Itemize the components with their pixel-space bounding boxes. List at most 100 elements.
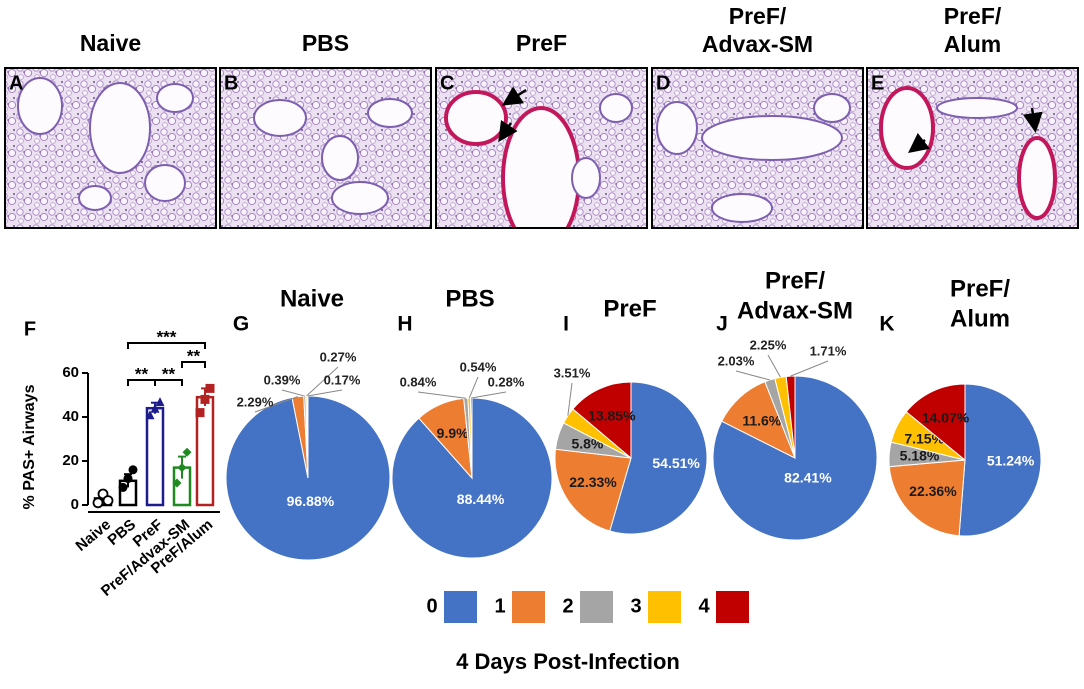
data-label: 22.36% — [909, 483, 957, 499]
data-point — [92, 497, 104, 509]
pie-slice — [554, 448, 632, 532]
airway — [331, 181, 389, 215]
data-label: 88.44% — [457, 491, 505, 507]
pie-title: Naive — [280, 285, 344, 312]
data-label: 11.6% — [742, 412, 781, 428]
airway — [17, 77, 63, 135]
pie-slice — [609, 381, 708, 535]
data-point — [195, 408, 205, 418]
data-point — [123, 474, 133, 484]
legend-swatch — [716, 591, 749, 623]
data-label: 1.71% — [810, 343, 847, 358]
airway — [656, 101, 698, 155]
legend-label: 3 — [630, 595, 641, 617]
arrow — [501, 86, 527, 106]
legend-label: 1 — [494, 595, 505, 617]
data-label: 82.41% — [784, 470, 832, 486]
pie-slice — [712, 375, 878, 541]
leader-line — [417, 391, 466, 399]
panel-letter: E — [871, 72, 884, 94]
data-label: 0.27% — [320, 349, 357, 364]
leader-line — [790, 360, 829, 377]
data-label: 14.07% — [922, 409, 970, 425]
panel-title: PreF/ — [944, 3, 1002, 29]
data-label: 0.17% — [324, 372, 361, 387]
legend-label: 4 — [698, 595, 710, 617]
significance-label: ** — [162, 364, 176, 383]
significance-bracket — [181, 361, 206, 368]
micrograph: B PBS — [219, 30, 432, 229]
airway — [1017, 136, 1057, 220]
airway — [571, 157, 601, 199]
frame — [4, 67, 217, 229]
footer: 4 Days Post-Infection — [456, 649, 680, 674]
significance-bracket — [154, 379, 183, 386]
significance-label: ** — [135, 364, 149, 383]
legend-swatch — [580, 591, 613, 623]
data-point — [102, 495, 114, 507]
legend-swatch — [444, 591, 477, 623]
frame — [651, 67, 864, 229]
panel-title: Alum — [944, 31, 1002, 57]
data-point — [200, 394, 210, 404]
airway — [936, 97, 1018, 119]
data-point — [118, 482, 128, 492]
data-point — [150, 403, 160, 413]
airway — [599, 93, 633, 123]
pie-title: Alum — [950, 305, 1010, 332]
leader-line — [307, 389, 343, 397]
arrow — [498, 119, 518, 143]
significance-bracket — [127, 342, 206, 349]
pie-title: PreF — [603, 295, 656, 322]
arrow — [908, 132, 930, 154]
frame — [435, 67, 648, 229]
pie-title: PBS — [445, 285, 494, 312]
data-label: 2.03% — [718, 353, 755, 368]
airway — [701, 115, 843, 161]
bar-chart: F% PAS+ Airways 0204060NaivePBSPreFPreF/A… — [21, 318, 220, 600]
panel-letter: B — [224, 72, 238, 94]
data-point — [172, 478, 182, 488]
panel-letter: F — [24, 318, 36, 340]
panel-letter: G — [233, 313, 249, 336]
leader-line — [281, 389, 305, 397]
y-tick-label: 60 — [62, 364, 79, 381]
pie-title: Advax-SM — [737, 297, 853, 324]
airway — [813, 93, 851, 123]
data-label: 96.88% — [287, 493, 335, 509]
panel-letter: A — [9, 72, 23, 94]
y-axis-label: % PAS+ Airways — [21, 384, 38, 509]
airway — [89, 82, 151, 174]
micrograph: D PreF/Advax-SM — [651, 3, 864, 229]
leader-line — [306, 366, 339, 397]
pie-title: PreF/ — [950, 275, 1010, 302]
data-label: 0.28% — [488, 374, 525, 389]
y-tick-label: 20 — [62, 452, 79, 469]
significance-label: *** — [157, 327, 177, 346]
legend-label: 0 — [426, 595, 437, 617]
micrograph: A Naive — [4, 30, 217, 229]
leader-line — [767, 354, 781, 378]
data-label: 22.33% — [569, 474, 617, 490]
data-point — [177, 463, 187, 473]
airway — [144, 164, 186, 202]
panel-title: PreF — [516, 30, 567, 56]
y-tick-label: 0 — [71, 496, 79, 513]
significance-label: ** — [187, 346, 201, 365]
airway — [711, 193, 773, 223]
panel-letter: C — [440, 72, 454, 94]
data-label: 0.39% — [264, 372, 301, 387]
micrograph: E PreF/Alum — [866, 3, 1079, 229]
leader-line — [567, 382, 573, 416]
pie-chart: H PBS 88.44% 9.9% 0.84% 0.54%0.28% — [391, 285, 553, 559]
pie-chart: J PreF/Advax-SM 82.41% 11.6% 2.03%2.25% 1.71% — [712, 267, 878, 541]
panel-letter: I — [563, 313, 569, 336]
micrograph-image — [652, 68, 863, 228]
data-point — [145, 410, 155, 420]
micrograph-image — [5, 68, 216, 228]
data-label: 2.25% — [750, 337, 787, 352]
data-point — [155, 397, 165, 407]
leader-line — [254, 396, 299, 413]
